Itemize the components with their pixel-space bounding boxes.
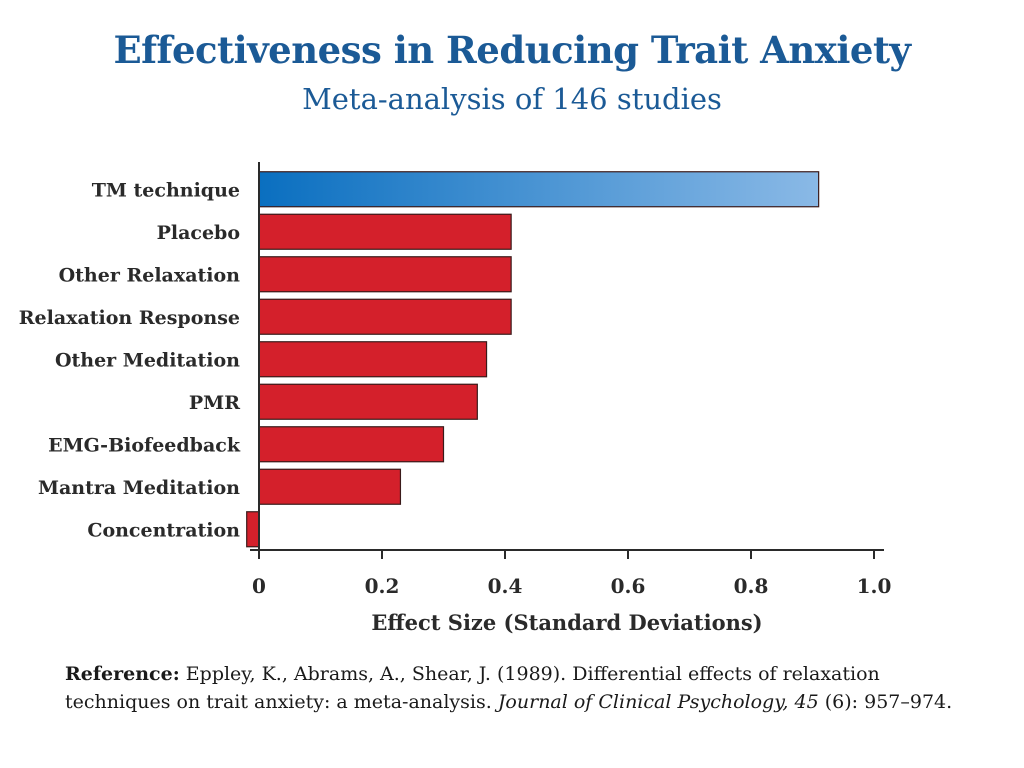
bar-pmr: [258, 383, 478, 420]
x-tick-label: 0.2: [365, 574, 400, 598]
bar-placebo: [258, 213, 512, 250]
reference-citation: Reference: Eppley, K., Abrams, A., Shear…: [65, 660, 965, 716]
category-label: Concentration: [87, 519, 240, 541]
x-tick-label: 1.0: [857, 574, 892, 598]
category-label: Placebo: [157, 222, 240, 244]
bar-emg-biofeedback: [258, 426, 445, 463]
category-label: Other Meditation: [55, 349, 240, 371]
bar-concentration: [246, 511, 260, 548]
bar-other-relaxation: [258, 256, 512, 293]
x-tick-label: 0.8: [734, 574, 769, 598]
category-label: Relaxation Response: [19, 307, 240, 329]
bar-mantra-meditation: [258, 468, 402, 505]
bar-relaxation-response: [258, 298, 512, 335]
reference-journal: Journal of Clinical Psychology, 45: [497, 691, 819, 713]
reference-text: Eppley, K., Abrams, A., Shear, J. (1989)…: [65, 663, 880, 713]
category-label: TM technique: [92, 179, 240, 201]
bar-other-meditation: [258, 341, 488, 378]
category-label: Mantra Meditation: [38, 477, 240, 499]
chart: 0 0.2 0.4 0.6 0.8 1.0 TM technique Placebo Othe…: [19, 162, 892, 635]
chart-title: Effectiveness in Reducing Trait Anxiety: [113, 28, 911, 72]
chart-subtitle: Meta-analysis of 146 studies: [302, 82, 722, 116]
category-label: EMG-Biofeedback: [48, 434, 241, 456]
x-tick-label: 0.4: [488, 574, 523, 598]
x-tick-label: 0.6: [611, 574, 646, 598]
category-label: Other Relaxation: [59, 264, 241, 286]
category-label: PMR: [189, 392, 240, 414]
bar-tm-technique: [258, 171, 820, 208]
reference-pages: (6): 957–974.: [824, 691, 953, 713]
x-tick-label: 0: [252, 574, 266, 598]
reference-label: Reference:: [65, 663, 180, 685]
x-axis-title: Effect Size (Standard Deviations): [371, 610, 762, 635]
